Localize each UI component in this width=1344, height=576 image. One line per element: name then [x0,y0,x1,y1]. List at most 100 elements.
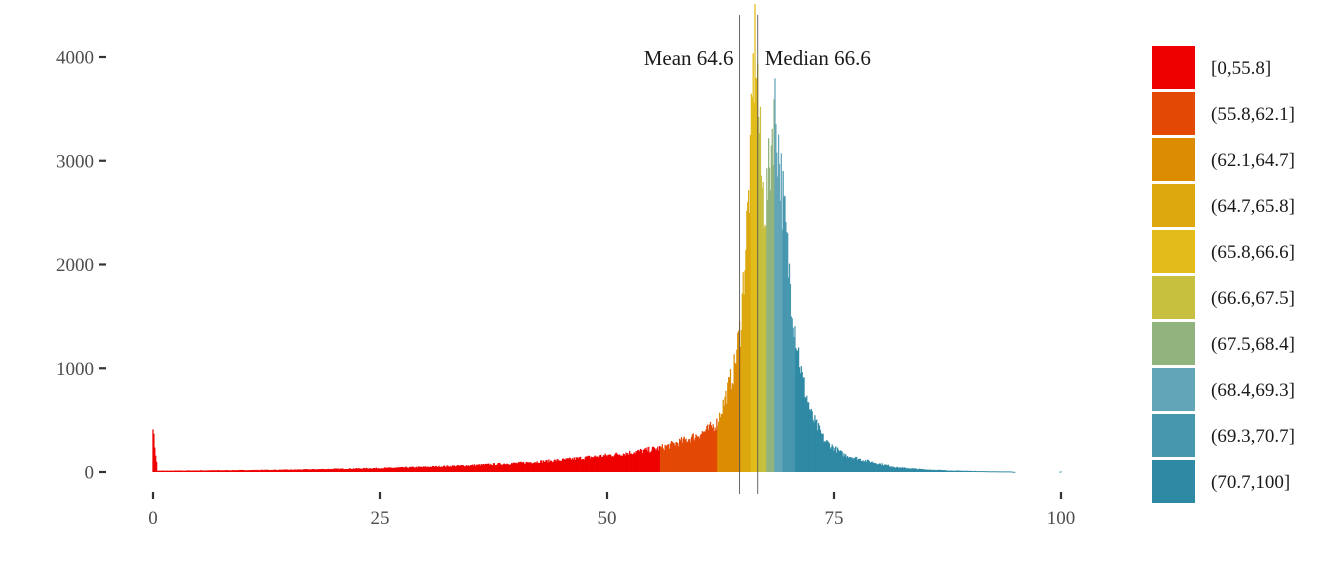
histogram-bar [915,468,917,472]
histogram-bar [885,464,887,472]
histogram-bar [587,455,589,472]
histogram-bar [539,463,541,472]
histogram-bar [797,347,800,472]
histogram-bar [626,453,628,472]
histogram-bar [606,456,608,472]
histogram-bar [811,411,813,472]
histogram-bar [238,469,240,472]
histogram-bar [199,470,201,472]
histogram-bar [945,470,947,472]
histogram-bar [921,468,923,472]
x-axis: 0 25 50 75 100 [148,492,1075,529]
histogram-bar [421,466,423,472]
histogram-bar [642,449,644,472]
histogram-bar [629,453,632,472]
histogram-bar [1060,471,1062,473]
histogram-bar [429,467,431,472]
histogram-bar [743,294,745,472]
histogram-bar [880,465,882,472]
histogram-bar [715,430,717,472]
histogram-bar [925,469,927,472]
histogram-bar [506,463,508,472]
histogram-bar [378,468,380,472]
histogram-bar [946,470,949,472]
histogram-bar [654,448,656,472]
histogram-bar [452,465,454,472]
histogram-bar [1002,471,1004,473]
histogram-bar [558,460,560,472]
histogram-bar [342,468,344,472]
histogram-bar [920,468,922,472]
histogram-bar [520,461,522,472]
histogram-bar [940,470,942,472]
histogram-bar [598,457,600,472]
histogram-bar [507,464,509,472]
histogram-bar [889,466,891,472]
legend-swatch [1152,138,1195,181]
histogram-bar [919,468,921,472]
histogram-bar [726,403,728,472]
histogram-bar [501,464,503,472]
histogram-bar [156,470,159,472]
histogram-bar [364,468,367,472]
histogram-bar [610,454,612,472]
histogram-bar [590,456,593,472]
histogram-bar [191,470,193,472]
histogram-bar [566,458,568,472]
histogram-bar [160,470,162,472]
histogram-bar [486,464,488,472]
histogram-bar [224,470,226,472]
histogram-bar [212,470,214,472]
histogram-bar [243,470,245,472]
histogram-bar [435,465,437,472]
histogram-bar [345,469,348,472]
histogram-bar [440,466,442,472]
histogram-bar [738,330,740,472]
legend-label: (65.8,66.6] [1211,242,1295,263]
histogram-bar [190,470,192,472]
histogram-bar [308,469,310,472]
histogram-bar [762,181,764,472]
histogram-bar [793,336,795,472]
histogram-bar [620,455,623,472]
histogram-bar [343,469,346,472]
histogram-bar [303,469,305,472]
histogram-bar [937,469,940,472]
histogram-bar [718,412,721,472]
histogram-bar [594,455,596,472]
histogram-bar [902,467,904,472]
x-tick-label: 100 [1047,508,1076,529]
histogram-bar [906,468,908,472]
histogram-bar [552,461,555,472]
histogram-bar [549,461,551,472]
histogram-bar [571,458,574,472]
histogram-bar [167,470,170,472]
histogram-bar [812,419,814,472]
histogram-bar [825,442,827,472]
histogram-bar [821,434,823,472]
histogram-bar [994,471,996,473]
histogram-bar [373,468,375,472]
histogram-bar [201,470,203,472]
histogram-bar [477,464,479,472]
legend-label: (70.7,100] [1211,472,1290,493]
histogram-bar [580,456,582,472]
histogram-bar [168,470,170,472]
histogram-bar [917,469,920,472]
histogram-bar [211,470,213,472]
histogram-bar [744,270,746,472]
histogram-bar [504,464,506,472]
histogram-bar [750,93,752,472]
histogram-bar [185,470,188,472]
histogram-bar [422,466,425,472]
histogram-bar [488,463,490,472]
histogram-bar [200,470,202,472]
y-tick-label: 1000 [56,359,94,380]
histogram-bar [430,466,432,472]
histogram-bar [803,377,805,472]
histogram-bar [711,427,713,472]
histogram-bar [746,210,748,473]
histogram-bar [779,200,782,472]
histogram-bar [553,459,555,472]
histogram-bar [994,471,997,473]
